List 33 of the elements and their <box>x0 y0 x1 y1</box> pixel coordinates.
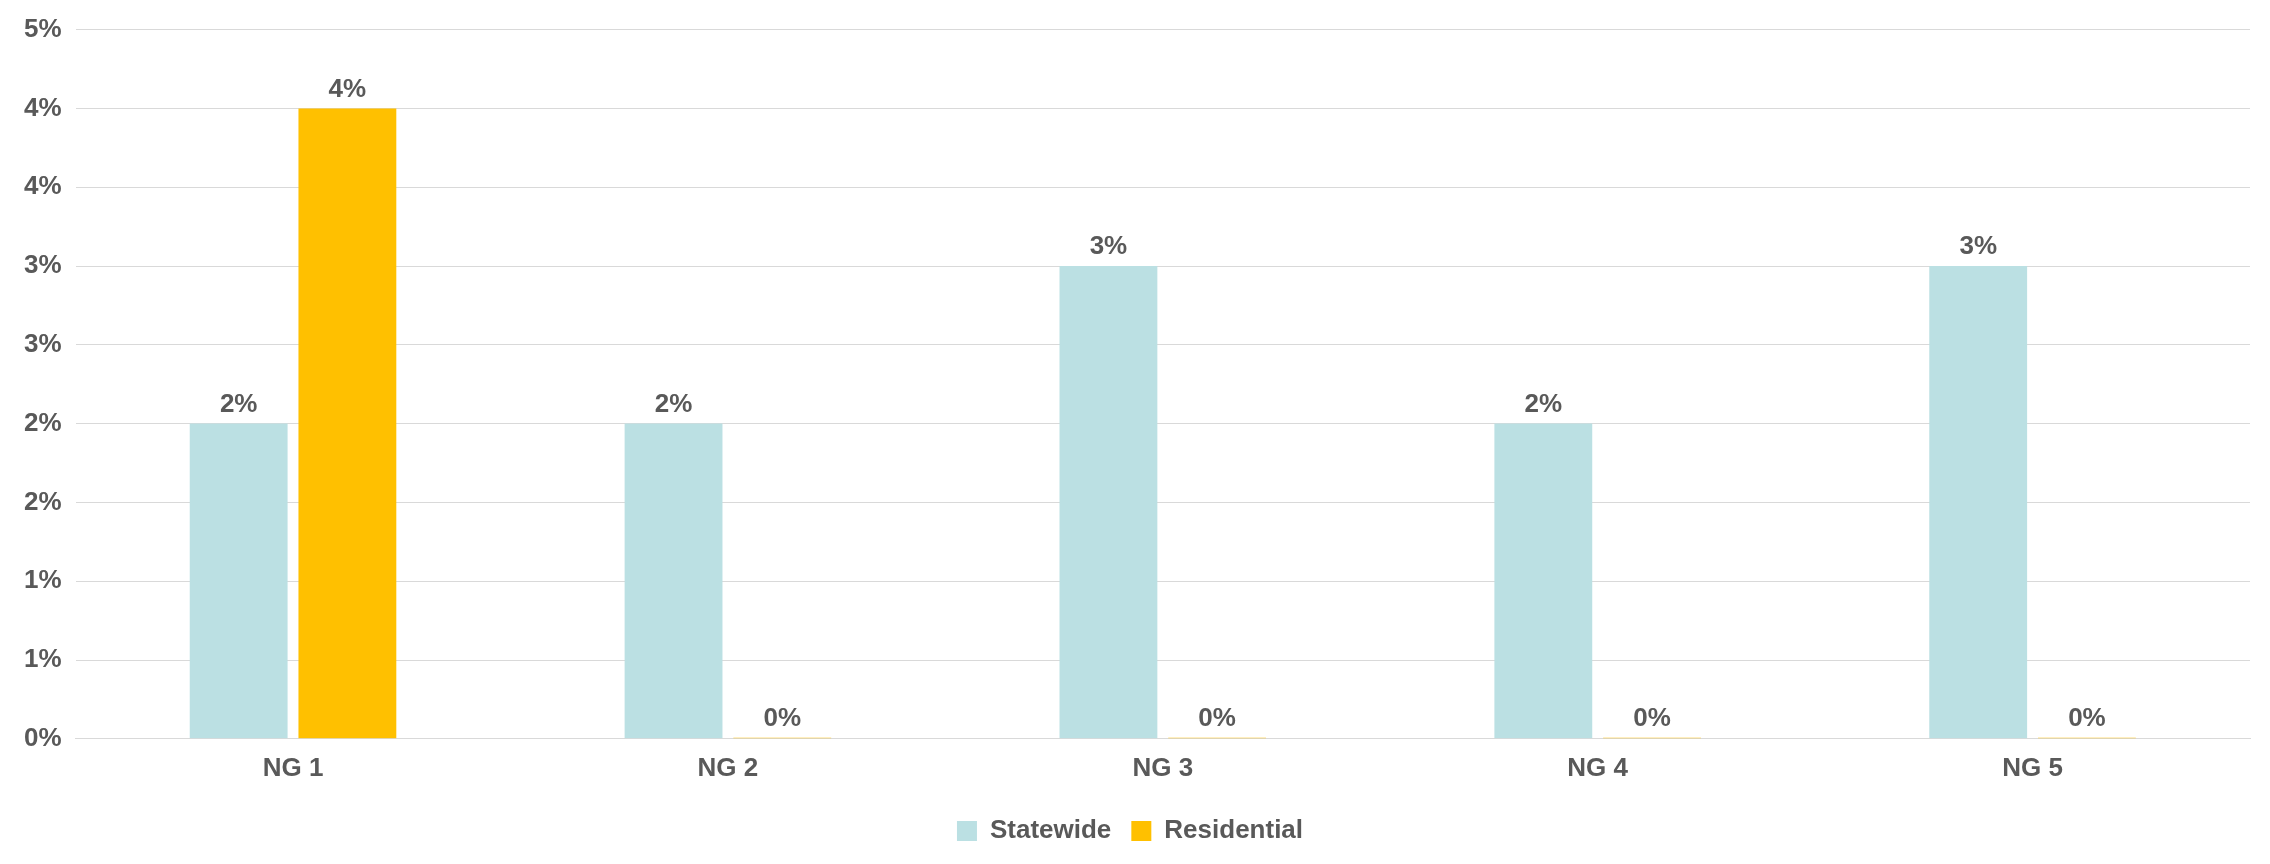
bar <box>1059 266 1158 739</box>
legend-label: Residential <box>1164 814 1304 845</box>
legend-label: Statewide <box>989 814 1112 845</box>
data-label: 0% <box>1633 701 1671 732</box>
y-tick-label: 4% <box>24 91 62 122</box>
bar <box>624 423 723 739</box>
data-label: 2% <box>654 387 693 418</box>
y-tick-label: 0% <box>24 721 62 752</box>
data-label: 3% <box>1089 230 1128 261</box>
y-tick-label: 3% <box>24 249 62 280</box>
y-tick-label: 1% <box>24 564 62 595</box>
y-tick-label: 5% <box>24 12 62 43</box>
data-label: 0% <box>1198 701 1236 732</box>
data-label: 0% <box>763 701 802 732</box>
x-tick-label: NG 4 <box>1567 751 1629 782</box>
bar <box>298 108 397 739</box>
data-label: 2% <box>1524 387 1563 418</box>
x-tick-label: NG 5 <box>2002 751 2063 782</box>
data-label: 2% <box>219 387 258 418</box>
bar <box>1929 266 2028 739</box>
y-tick-label: 3% <box>24 327 62 358</box>
y-tick-label: 4% <box>24 170 62 201</box>
y-tick-label: 1% <box>24 643 62 674</box>
x-tick-label: NG 3 <box>1132 751 1194 782</box>
data-label: 4% <box>328 72 367 103</box>
x-tick-label: NG 1 <box>262 751 324 782</box>
data-label: 0% <box>2068 701 2106 732</box>
bar <box>189 423 288 739</box>
bar <box>1494 423 1593 739</box>
x-tick-label: NG 2 <box>697 751 759 782</box>
y-tick-label: 2% <box>24 406 62 437</box>
data-label: 3% <box>1959 230 1997 261</box>
y-tick-label: 2% <box>24 485 62 516</box>
